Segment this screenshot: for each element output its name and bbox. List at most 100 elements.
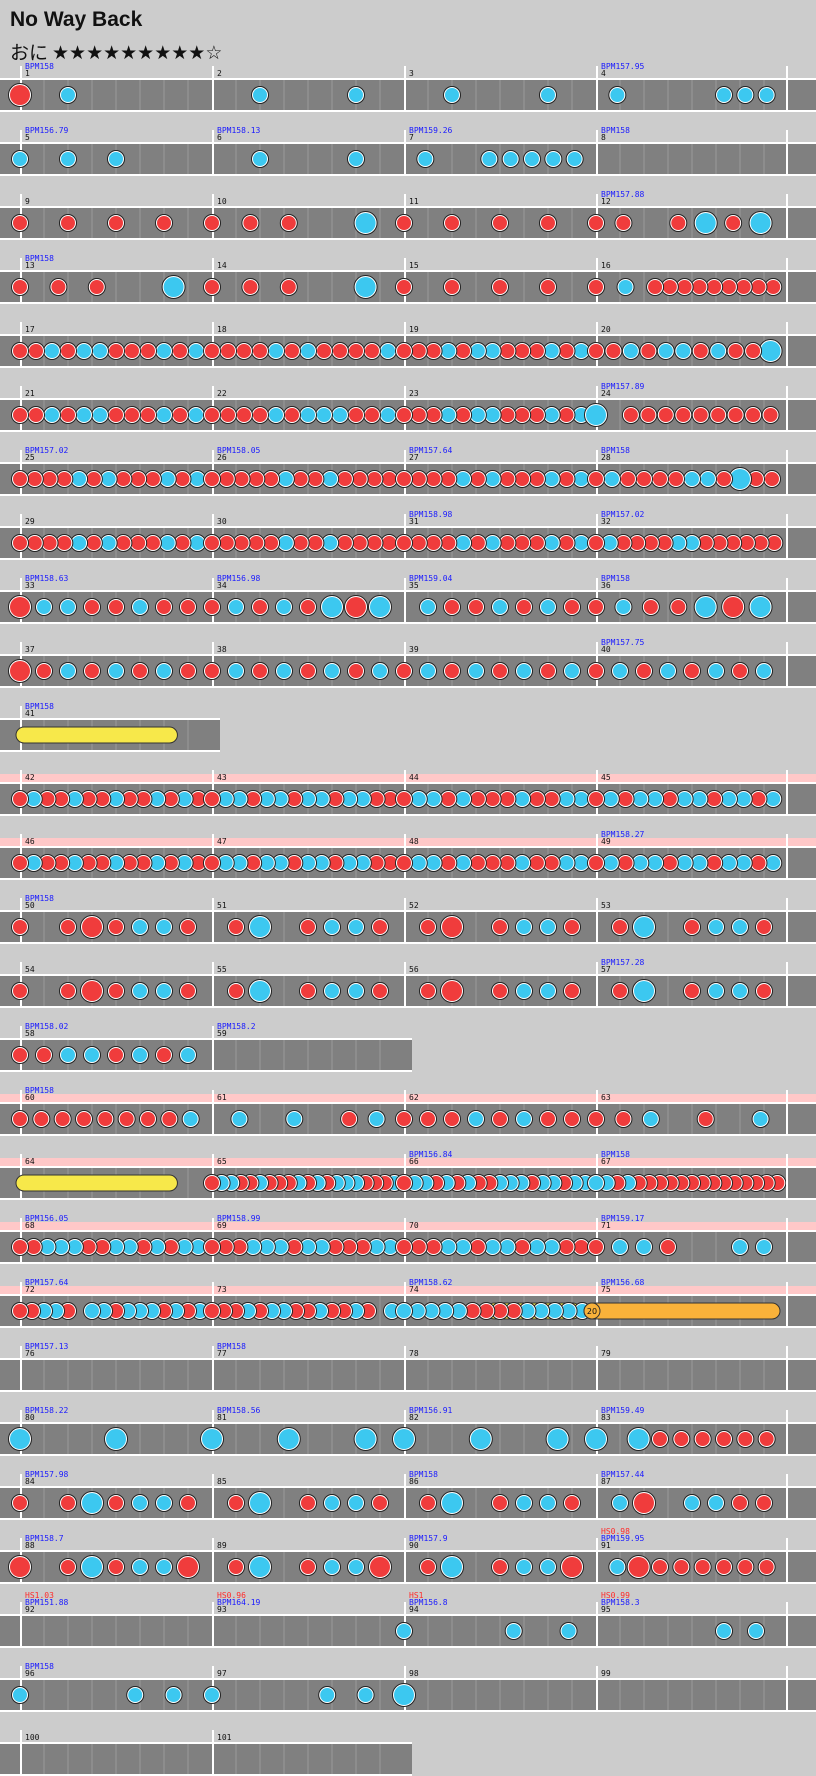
ka-note [733,920,747,934]
ka-note [397,1624,411,1638]
don-note [175,472,190,486]
don-note [759,1560,774,1574]
bpm-label: BPM156.98 [217,574,261,583]
don-note [559,1240,574,1254]
ka-note [358,1688,373,1702]
ka-note [534,1304,549,1318]
ka-note [721,792,736,806]
ka-note [333,408,347,422]
ka-note [456,536,471,550]
don-note [51,280,66,294]
don-note [253,664,267,678]
ka-note [77,408,91,422]
don-note [641,344,656,358]
don-note [54,792,69,806]
ka-note [109,152,123,166]
measure-number: 31 [409,517,419,526]
ka-note [157,664,171,678]
ka-note [26,856,41,870]
don-note [109,1496,123,1510]
don-note [658,408,673,422]
bpm-label: BPM158 [25,254,54,263]
ka-note [574,856,589,870]
don-note [37,664,51,678]
bpm-label: BPM158.7 [25,1534,64,1543]
bpm-label: BPM156.05 [25,1214,69,1223]
don-note [352,536,367,550]
ka-note [603,792,618,806]
don-note [517,600,531,614]
don-note [613,984,627,998]
measure-number: 1 [25,69,30,78]
don-note [42,536,57,550]
measure-number: 85 [217,1477,227,1486]
ka-note [469,1112,483,1126]
measure-number: 23 [409,389,419,398]
don-note [641,408,656,422]
ka-note [349,1304,363,1318]
don-note [13,856,27,870]
don-note [671,216,686,230]
ka-note [603,856,618,870]
ka-note [517,1496,531,1510]
don-note [707,792,722,806]
don-note [95,1240,110,1254]
don-note [618,856,633,870]
don-note [157,600,171,614]
big-ka-note [278,1429,299,1449]
measure-number: 75 [601,1285,611,1294]
lane [0,144,816,174]
ka-note [561,1624,576,1638]
ka-note [181,1048,195,1062]
bpm-label: BPM157.13 [25,1342,69,1351]
don-note [676,408,691,422]
don-note [726,216,741,230]
bpm-label: BPM156.79 [25,126,69,135]
don-note [181,664,195,678]
don-note [493,1496,507,1510]
don-note [237,408,251,422]
don-note [13,1304,27,1318]
don-note [711,408,726,422]
ka-note [397,1304,411,1318]
don-note [301,664,315,678]
don-note [337,472,352,486]
don-note [653,1560,667,1574]
ka-note [349,88,363,102]
don-note [342,1112,357,1126]
don-note [27,536,42,550]
don-note [109,1304,123,1318]
ka-note [157,408,171,422]
measure-number: 43 [217,773,227,782]
don-note [411,1240,426,1254]
don-note [441,536,456,550]
ka-note [424,1304,439,1318]
ka-note [349,1560,363,1574]
don-note [81,792,96,806]
ka-note [685,536,699,550]
don-note [122,856,137,870]
ka-note [13,152,27,166]
big-don-note [82,981,102,1001]
ka-note [157,344,171,358]
ka-note [456,792,471,806]
don-note [131,472,146,486]
measure-number: 37 [25,645,35,654]
bpm-label: BPM158.3 [601,1598,640,1607]
don-note [77,1112,91,1126]
measure-number: 94 [409,1605,419,1614]
don-note [109,920,123,934]
don-note [98,1112,113,1126]
don-note [674,1560,689,1574]
don-note [40,856,55,870]
don-note [669,472,683,486]
don-note [173,344,187,358]
don-note [421,1112,435,1126]
don-note [493,280,507,294]
don-note [445,280,459,294]
